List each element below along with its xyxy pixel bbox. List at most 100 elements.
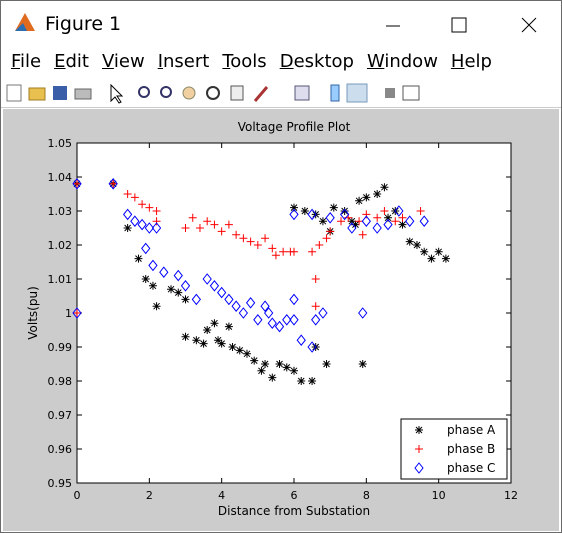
data-point <box>322 360 331 368</box>
data-point <box>307 208 317 221</box>
data-point <box>318 217 327 226</box>
data-point <box>224 293 234 306</box>
data-point <box>192 336 201 345</box>
data-point <box>261 234 270 243</box>
menu-item[interactable]: Insert <box>157 51 210 72</box>
data-point <box>195 224 204 232</box>
data-point <box>181 295 190 304</box>
y-tick-label: 0.96 <box>48 443 73 456</box>
data-point <box>289 293 299 306</box>
legend-marker <box>414 462 424 474</box>
data-point <box>289 208 299 221</box>
data-point <box>246 237 255 246</box>
data-point <box>279 247 288 256</box>
data-point <box>152 302 161 311</box>
data-point <box>380 183 389 192</box>
x-tick-label: 8 <box>363 489 370 502</box>
data-point <box>318 307 328 319</box>
data-point <box>250 356 259 365</box>
x-tick-label: 0 <box>74 489 81 502</box>
maximize-button[interactable] <box>451 17 467 33</box>
menu-item[interactable]: Tools <box>222 51 267 72</box>
tool-zoom-out[interactable] <box>160 86 172 98</box>
data-point <box>325 211 335 224</box>
data-point <box>427 254 436 263</box>
tool-zoom-in[interactable] <box>138 86 150 98</box>
data-point <box>232 230 241 239</box>
data-point <box>217 227 226 236</box>
data-point <box>347 217 356 226</box>
menu-item[interactable]: View <box>101 51 145 72</box>
data-point <box>308 247 317 256</box>
data-point <box>257 366 266 375</box>
x-axis-label: Distance from Substation <box>218 504 370 518</box>
data-point <box>151 222 162 234</box>
menu-item[interactable]: Desktop <box>279 51 354 72</box>
tool-hide[interactable] <box>385 88 395 98</box>
tool-show[interactable] <box>402 85 420 101</box>
title-bar: Figure 1 <box>1 1 561 47</box>
data-point <box>337 217 346 226</box>
data-point <box>130 193 139 202</box>
tool-link[interactable] <box>294 85 310 101</box>
data-point <box>188 213 197 222</box>
data-point <box>217 339 226 348</box>
tool-legend[interactable] <box>346 83 368 103</box>
data-point <box>391 217 400 226</box>
data-point <box>152 207 161 215</box>
data-point <box>383 218 393 231</box>
data-point <box>398 220 407 229</box>
data-point <box>130 215 140 228</box>
menu-item[interactable]: Help <box>450 51 492 72</box>
data-point <box>394 205 404 217</box>
menu-item[interactable]: Edit <box>54 51 89 72</box>
y-tick-label: 1.04 <box>48 171 73 184</box>
data-point <box>362 193 371 202</box>
data-point <box>307 341 317 353</box>
tool-datacursor[interactable] <box>230 85 244 101</box>
close-button[interactable] <box>521 17 537 33</box>
tool-pointer[interactable] <box>110 83 124 104</box>
data-point <box>239 234 248 243</box>
tool-rotate[interactable] <box>206 86 220 100</box>
data-point <box>181 332 190 341</box>
data-point <box>300 207 309 215</box>
tool-print[interactable] <box>74 88 92 100</box>
data-point <box>141 242 151 255</box>
tool-open[interactable] <box>28 87 46 101</box>
y-tick-label: 1.01 <box>48 273 73 286</box>
data-point <box>296 334 306 347</box>
data-point <box>290 366 298 375</box>
menu-item[interactable]: File <box>11 51 42 72</box>
data-point <box>203 326 212 334</box>
tool-new[interactable] <box>6 84 22 102</box>
data-point <box>322 234 331 243</box>
data-point <box>267 317 277 330</box>
data-point <box>72 307 82 319</box>
tool-save[interactable] <box>53 86 67 100</box>
data-point <box>416 207 425 215</box>
tool-pan[interactable] <box>182 86 196 100</box>
data-point <box>138 200 147 209</box>
data-point <box>141 275 150 283</box>
data-point <box>253 313 263 326</box>
data-point <box>373 213 382 222</box>
data-point <box>148 259 158 272</box>
data-point <box>384 213 393 222</box>
data-point <box>405 215 415 228</box>
legend-marker <box>415 445 423 453</box>
legend-marker <box>415 426 423 434</box>
data-point <box>174 288 183 297</box>
data-point <box>202 273 212 285</box>
data-point <box>311 302 320 311</box>
menu-item[interactable]: Window <box>366 51 438 72</box>
data-point <box>268 244 277 253</box>
y-tick-label: 1 <box>65 307 72 320</box>
title-icons <box>15 13 537 33</box>
tool-brush[interactable] <box>253 86 269 102</box>
tool-colorbar[interactable] <box>330 84 340 102</box>
data-point <box>275 360 284 368</box>
data-point <box>217 286 227 299</box>
data-point <box>181 224 190 232</box>
data-point <box>351 220 360 229</box>
